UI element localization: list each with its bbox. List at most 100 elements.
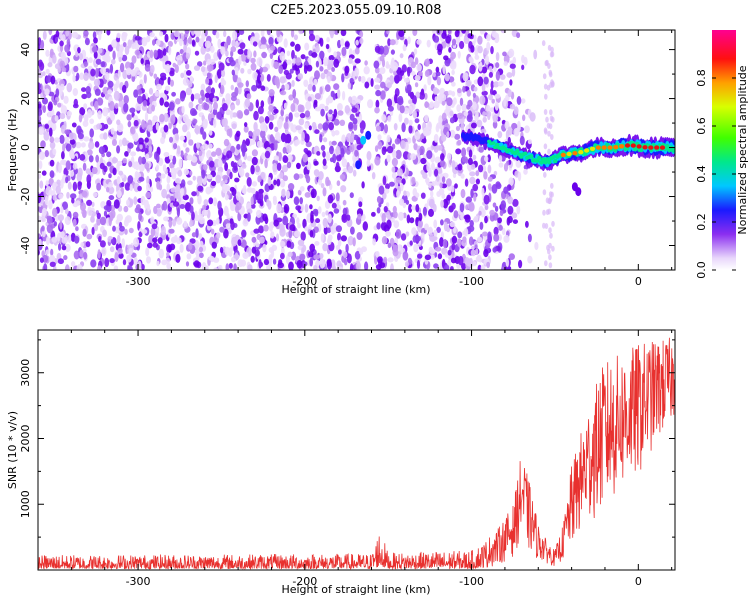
ridge-blob bbox=[529, 154, 534, 159]
noise-blob bbox=[309, 230, 314, 238]
noise-blob bbox=[59, 220, 63, 230]
noise-blob bbox=[366, 150, 372, 161]
noise-blob bbox=[504, 120, 510, 130]
noise-blob bbox=[406, 214, 411, 224]
noise-blob bbox=[61, 67, 67, 73]
noise-blob bbox=[507, 126, 513, 136]
noise-blob bbox=[279, 179, 286, 188]
noise-blob bbox=[274, 126, 279, 132]
noise-blob bbox=[544, 128, 548, 135]
noise-blob bbox=[341, 134, 346, 144]
ridge-hotspot bbox=[601, 145, 607, 150]
noise-blob bbox=[383, 206, 388, 213]
noise-blob bbox=[70, 261, 76, 267]
noise-blob bbox=[208, 143, 213, 149]
noise-blob bbox=[83, 61, 89, 67]
noise-blob bbox=[60, 159, 65, 165]
noise-blob bbox=[123, 218, 129, 227]
y-tick-label: 40 bbox=[19, 43, 32, 57]
noise-blob bbox=[66, 191, 70, 199]
noise-blob bbox=[354, 250, 361, 260]
noise-blob bbox=[321, 211, 326, 218]
noise-blob bbox=[457, 87, 462, 94]
noise-blob bbox=[213, 257, 220, 263]
noise-blob bbox=[65, 176, 69, 184]
noise-blob bbox=[80, 202, 86, 212]
noise-blob bbox=[490, 80, 494, 90]
noise-blob bbox=[447, 249, 452, 256]
noise-blob bbox=[191, 232, 197, 238]
noise-blob bbox=[59, 113, 66, 120]
noise-blob bbox=[150, 216, 155, 225]
noise-blob bbox=[211, 228, 215, 235]
noise-blob bbox=[124, 182, 131, 191]
noise-blob bbox=[322, 217, 328, 228]
noise-blob bbox=[384, 188, 390, 194]
noise-blob bbox=[124, 151, 129, 157]
noise-blob bbox=[503, 186, 509, 194]
noise-blob bbox=[314, 93, 321, 100]
noise-blob bbox=[279, 240, 286, 248]
noise-blob bbox=[486, 41, 491, 52]
noise-blob bbox=[251, 236, 257, 243]
noise-blob bbox=[304, 122, 309, 129]
noise-blob bbox=[128, 247, 133, 256]
noise-blob bbox=[545, 59, 549, 66]
noise-blob bbox=[266, 198, 270, 207]
noise-blob bbox=[487, 164, 492, 174]
noise-blob bbox=[130, 126, 134, 134]
noise-blob bbox=[416, 63, 422, 72]
noise-blob bbox=[451, 235, 458, 244]
noise-blob bbox=[473, 193, 477, 202]
noise-blob bbox=[279, 172, 284, 179]
noise-blob bbox=[477, 264, 482, 270]
noise-blob bbox=[516, 32, 521, 39]
noise-blob bbox=[413, 143, 418, 151]
noise-blob bbox=[527, 255, 533, 264]
noise-blob bbox=[551, 220, 555, 227]
noise-blob bbox=[255, 99, 259, 109]
noise-blob bbox=[268, 121, 274, 130]
noise-blob bbox=[272, 198, 278, 206]
noise-blob bbox=[434, 168, 439, 177]
noise-blob bbox=[224, 194, 229, 201]
noise-blob bbox=[106, 55, 111, 63]
noise-blob bbox=[112, 225, 116, 232]
noise-blob bbox=[412, 95, 417, 105]
noise-blob bbox=[55, 185, 61, 195]
noise-blob bbox=[185, 52, 190, 60]
noise-blob bbox=[396, 67, 402, 76]
noise-blob bbox=[61, 237, 68, 244]
noise-blob bbox=[116, 145, 121, 154]
noise-blob bbox=[130, 69, 136, 77]
noise-blob bbox=[483, 194, 490, 205]
noise-blob bbox=[295, 205, 302, 211]
noise-blob bbox=[460, 122, 465, 132]
noise-blob bbox=[104, 72, 110, 80]
noise-blob bbox=[45, 49, 50, 57]
noise-blob bbox=[497, 217, 502, 224]
noise-blob bbox=[160, 225, 166, 236]
noise-blob bbox=[239, 42, 246, 50]
noise-blob bbox=[290, 103, 296, 113]
noise-blob bbox=[299, 197, 304, 205]
noise-blob bbox=[326, 259, 332, 270]
noise-blob bbox=[114, 252, 119, 262]
noise-blob bbox=[207, 85, 212, 96]
noise-blob bbox=[133, 119, 139, 127]
noise-blob bbox=[475, 248, 479, 255]
ridge-blob bbox=[553, 158, 558, 164]
noise-blob bbox=[447, 30, 452, 35]
noise-blob bbox=[548, 262, 553, 269]
noise-blob bbox=[195, 36, 200, 43]
noise-blob bbox=[434, 156, 441, 164]
noise-blob bbox=[399, 105, 405, 114]
noise-blob bbox=[49, 127, 53, 137]
noise-blob bbox=[494, 93, 501, 99]
noise-blob bbox=[127, 39, 132, 49]
noise-blob bbox=[340, 38, 345, 47]
noise-blob bbox=[221, 183, 228, 194]
noise-blob bbox=[319, 86, 323, 95]
noise-blob bbox=[304, 226, 309, 232]
noise-blob bbox=[361, 246, 367, 253]
